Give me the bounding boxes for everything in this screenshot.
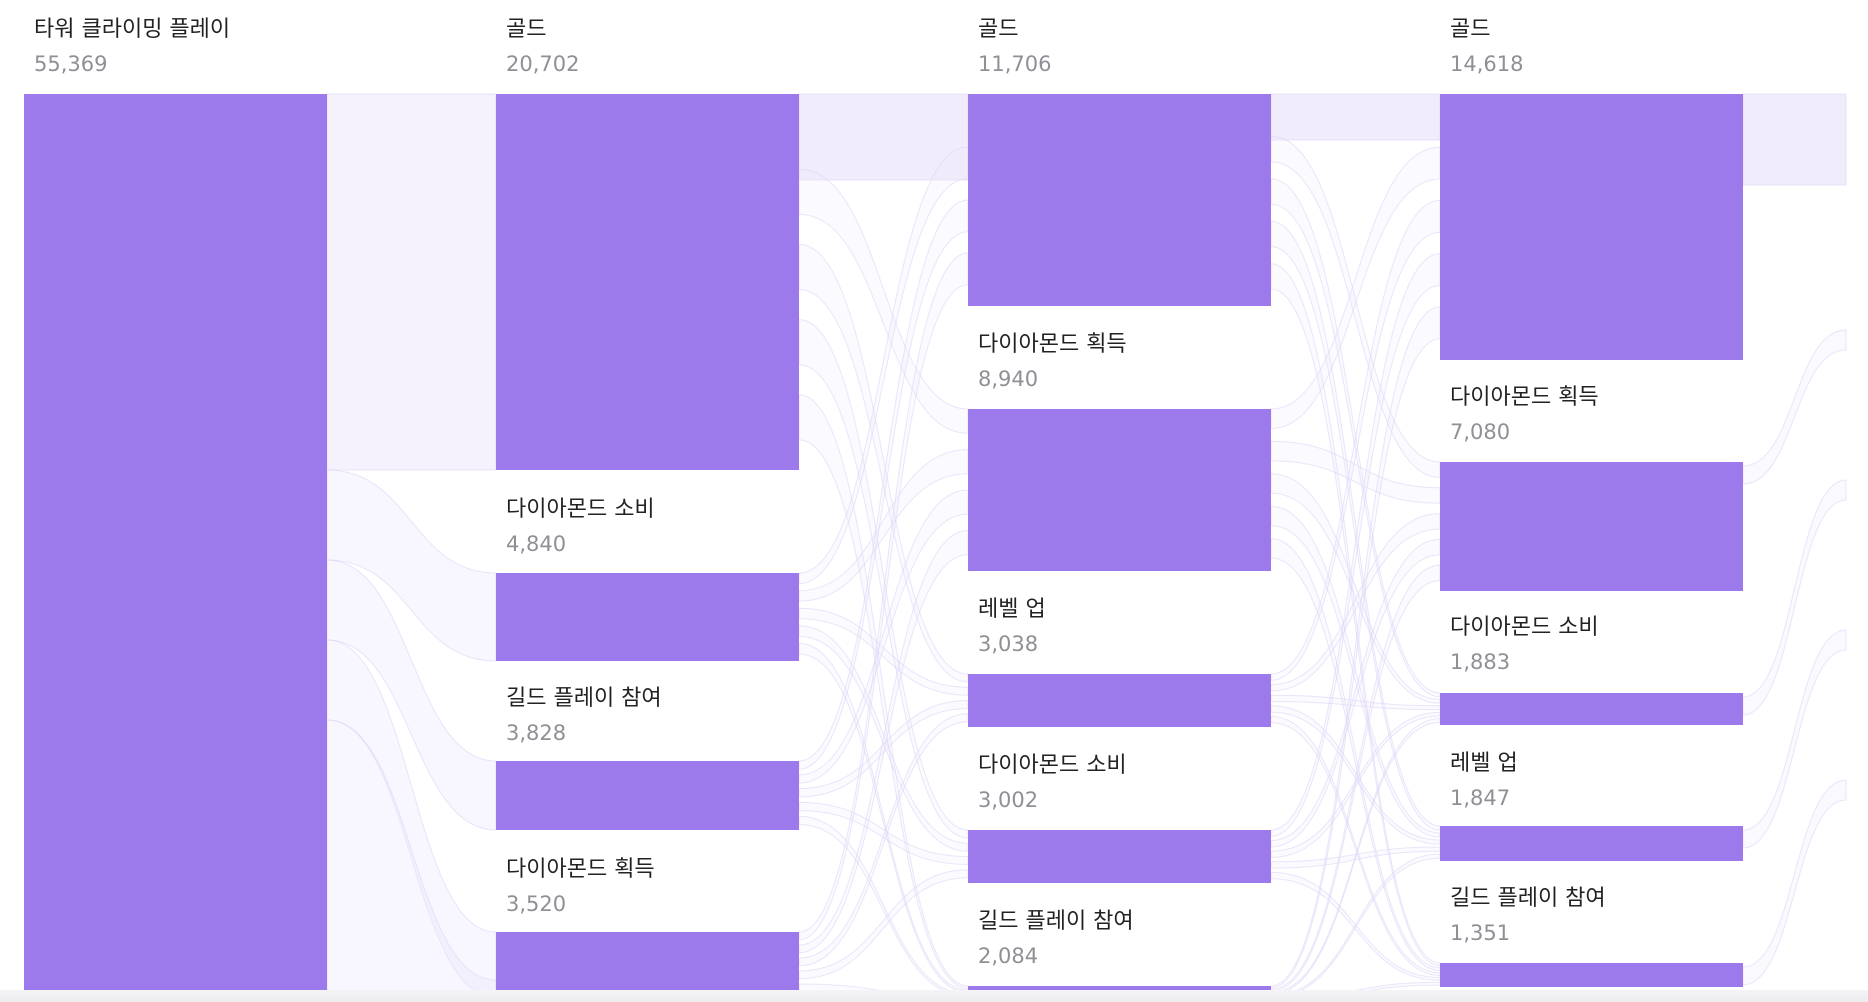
- flow-link-c1-c2-17: [798, 869, 969, 980]
- step-name: 길드 플레이 참여: [506, 686, 662, 711]
- step-label-c2-s1: 다이아몬드 획득 8,940: [978, 330, 1127, 394]
- flow-link-c3-next-main: [1742, 93, 1847, 186]
- step-bar-c3-s1[interactable]: [1440, 462, 1743, 591]
- step-count: 8,940: [978, 367, 1039, 391]
- step-label-c3-s1: 다이아몬드 획득 7,080: [1450, 383, 1599, 447]
- step-label-c1-s2: 길드 플레이 참여 3,828: [506, 684, 662, 748]
- flow-nodes: [24, 94, 1743, 1002]
- step-count: 3,002: [978, 788, 1039, 812]
- step-name: 길드 플레이 참여: [978, 909, 1134, 934]
- step-label-c2-s4: 길드 플레이 참여 2,084: [978, 907, 1134, 971]
- step-bar-c1-s0[interactable]: [496, 94, 799, 470]
- step-count: 2,084: [978, 944, 1039, 968]
- step-bar-c2-s2[interactable]: [968, 674, 1271, 727]
- step-bar-c3-s2[interactable]: [1440, 693, 1743, 725]
- step-count: 3,828: [506, 721, 567, 745]
- step-name: 골드: [1450, 17, 1491, 42]
- step-label-c3-s3: 레벨 업 1,847: [1450, 749, 1518, 813]
- step-bar-c3-s4[interactable]: [1440, 963, 1743, 987]
- step-count: 7,080: [1450, 420, 1511, 444]
- step-name: 다이아몬드 소비: [978, 753, 1127, 778]
- step-name: 다이아몬드 획득: [978, 332, 1127, 357]
- step-count: 55,369: [34, 52, 108, 76]
- flow-link-c0-c1-main: [326, 93, 497, 471]
- step-label-c0-s0: 타워 클라이밍 플레이 55,369: [34, 15, 230, 79]
- step-name: 골드: [978, 17, 1019, 42]
- step-bar-c0-s0[interactable]: [24, 94, 327, 1002]
- step-label-c3-s2: 다이아몬드 소비 1,883: [1450, 613, 1599, 677]
- flow-link-c0-c1-3: [326, 719, 497, 1002]
- step-label-c1-s3: 다이아몬드 획득 3,520: [506, 855, 655, 919]
- step-label-c3-s0: 골드 14,618: [1450, 15, 1523, 79]
- flow-link-c3-next-2: [1742, 479, 1847, 716]
- step-count: 4,840: [506, 532, 567, 556]
- step-name: 다이아몬드 획득: [1450, 385, 1599, 410]
- step-bar-c2-s3[interactable]: [968, 830, 1271, 883]
- step-name: 다이아몬드 획득: [506, 857, 655, 882]
- step-label-c1-s0: 골드 20,702: [506, 15, 579, 79]
- step-name: 길드 플레이 참여: [1450, 886, 1606, 911]
- step-name: 다이아몬드 소비: [1450, 615, 1599, 640]
- step-bar-c3-s3[interactable]: [1440, 826, 1743, 861]
- flow-links: [326, 93, 1847, 1002]
- step-label-c1-s1: 다이아몬드 소비 4,840: [506, 495, 655, 559]
- step-count: 1,883: [1450, 650, 1511, 674]
- step-label-c2-s2: 레벨 업 3,038: [978, 595, 1046, 659]
- step-bar-c3-s0[interactable]: [1440, 94, 1743, 360]
- step-name: 골드: [506, 17, 547, 42]
- step-bar-c1-s1[interactable]: [496, 573, 799, 661]
- step-bar-c2-s1[interactable]: [968, 409, 1271, 571]
- step-count: 1,351: [1450, 921, 1511, 945]
- step-count: 3,038: [978, 632, 1039, 656]
- step-bar-c1-s2[interactable]: [496, 761, 799, 830]
- bottom-edge-shadow: [0, 990, 1868, 1002]
- step-name: 레벨 업: [978, 597, 1046, 622]
- flow-link-c2-c3-main: [1270, 93, 1441, 141]
- step-bar-c1-s3[interactable]: [496, 932, 799, 997]
- step-count: 14,618: [1450, 52, 1524, 76]
- step-label-c2-s0: 골드 11,706: [978, 15, 1051, 79]
- flow-link-c1-c2-2: [798, 319, 969, 839]
- flow-link-c1-c2-6: [798, 607, 969, 696]
- step-name: 타워 클라이밍 플레이: [34, 17, 231, 42]
- flow-link-c3-next-3: [1742, 629, 1847, 849]
- step-count: 20,702: [506, 52, 580, 76]
- step-bar-c2-s0[interactable]: [968, 94, 1271, 306]
- flow-link-c3-next-1: [1742, 329, 1847, 485]
- step-name: 레벨 업: [1450, 751, 1518, 776]
- step-count: 1,847: [1450, 786, 1511, 810]
- step-label-c3-s4: 길드 플레이 참여 1,351: [1450, 884, 1606, 948]
- flow-link-c3-next-4: [1742, 779, 1847, 986]
- step-name: 다이아몬드 소비: [506, 497, 655, 522]
- step-label-c2-s3: 다이아몬드 소비 3,002: [978, 751, 1127, 815]
- step-count: 11,706: [978, 52, 1052, 76]
- step-count: 3,520: [506, 892, 567, 916]
